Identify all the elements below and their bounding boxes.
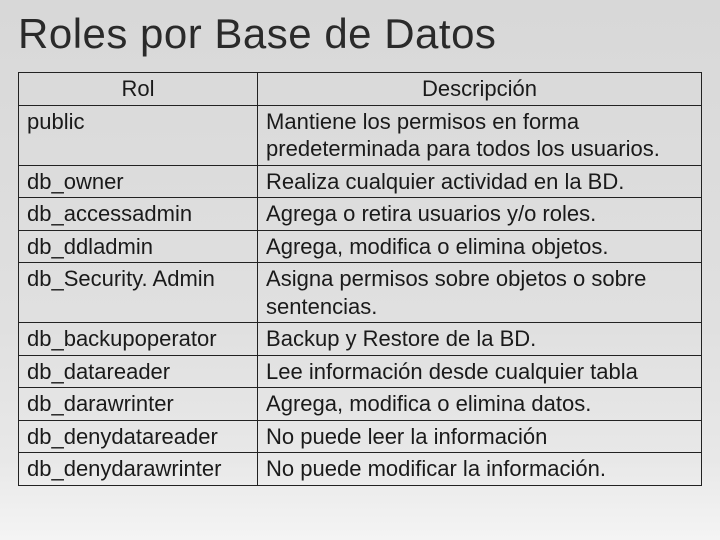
table-row: db_owner Realiza cualquier actividad en … bbox=[19, 165, 702, 198]
cell-desc: Agrega, modifica o elimina datos. bbox=[258, 388, 702, 421]
cell-rol: db_backupoperator bbox=[19, 323, 258, 356]
cell-desc: Lee información desde cualquier tabla bbox=[258, 355, 702, 388]
cell-rol: db_denydatareader bbox=[19, 420, 258, 453]
cell-rol: public bbox=[19, 105, 258, 165]
cell-rol: db_Security. Admin bbox=[19, 263, 258, 323]
cell-desc: Agrega o retira usuarios y/o roles. bbox=[258, 198, 702, 231]
table-row: db_denydarawrinter No puede modificar la… bbox=[19, 453, 702, 486]
column-header-desc: Descripción bbox=[258, 73, 702, 106]
column-header-rol: Rol bbox=[19, 73, 258, 106]
cell-rol: db_datareader bbox=[19, 355, 258, 388]
cell-desc: Realiza cualquier actividad en la BD. bbox=[258, 165, 702, 198]
cell-rol: db_accessadmin bbox=[19, 198, 258, 231]
slide-container: Roles por Base de Datos Rol Descripción … bbox=[0, 0, 720, 504]
table-row: db_Security. Admin Asigna permisos sobre… bbox=[19, 263, 702, 323]
cell-rol: db_darawrinter bbox=[19, 388, 258, 421]
cell-desc: Agrega, modifica o elimina objetos. bbox=[258, 230, 702, 263]
table-row: db_ddladmin Agrega, modifica o elimina o… bbox=[19, 230, 702, 263]
table-row: db_datareader Lee información desde cual… bbox=[19, 355, 702, 388]
roles-table: Rol Descripción public Mantiene los perm… bbox=[18, 72, 702, 486]
cell-desc: Backup y Restore de la BD. bbox=[258, 323, 702, 356]
cell-rol: db_denydarawrinter bbox=[19, 453, 258, 486]
cell-desc: Asigna permisos sobre objetos o sobre se… bbox=[258, 263, 702, 323]
table-row: db_backupoperator Backup y Restore de la… bbox=[19, 323, 702, 356]
cell-rol: db_ddladmin bbox=[19, 230, 258, 263]
cell-desc: Mantiene los permisos en forma predeterm… bbox=[258, 105, 702, 165]
table-row: db_darawrinter Agrega, modifica o elimin… bbox=[19, 388, 702, 421]
table-row: db_accessadmin Agrega o retira usuarios … bbox=[19, 198, 702, 231]
table-header-row: Rol Descripción bbox=[19, 73, 702, 106]
cell-desc: No puede modificar la información. bbox=[258, 453, 702, 486]
cell-rol: db_owner bbox=[19, 165, 258, 198]
slide-title: Roles por Base de Datos bbox=[18, 10, 702, 58]
table-row: db_denydatareader No puede leer la infor… bbox=[19, 420, 702, 453]
cell-desc: No puede leer la información bbox=[258, 420, 702, 453]
table-row: public Mantiene los permisos en forma pr… bbox=[19, 105, 702, 165]
